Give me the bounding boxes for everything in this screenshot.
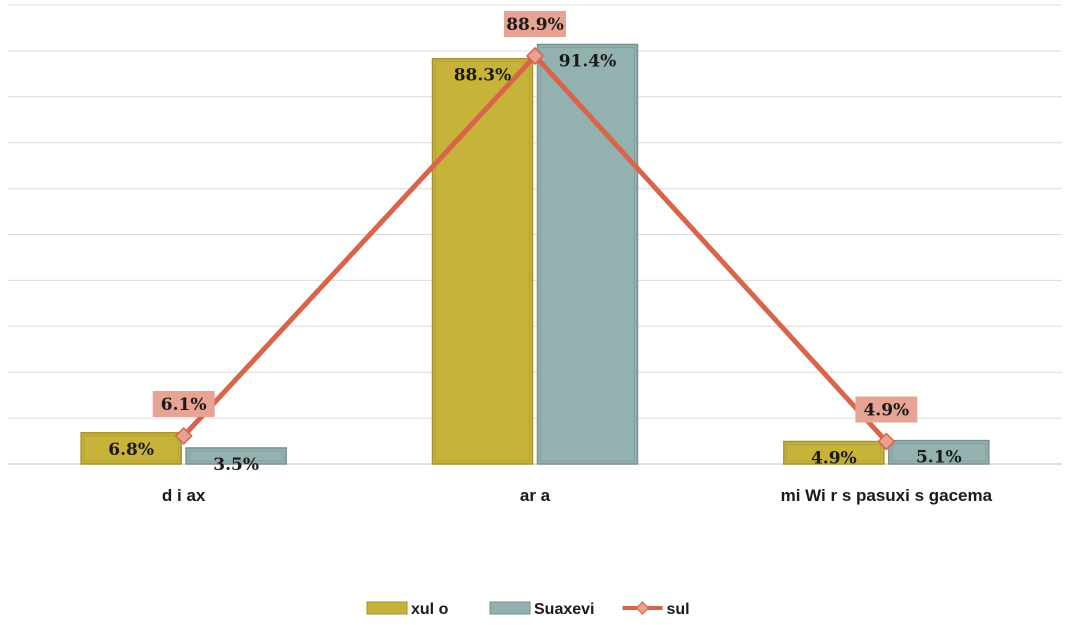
line-series [174, 46, 896, 451]
bar-value-label: 5.1% [916, 448, 962, 468]
bar-value-label: 3.5% [213, 455, 259, 475]
legend-entry-label: xul o [411, 601, 449, 618]
bar-inner-edge [540, 46, 635, 462]
line-marker [174, 426, 193, 446]
bar-value-label: 4.9% [811, 449, 857, 469]
bar-suaxevi-2 [888, 439, 990, 465]
legend-entry-label: sul [667, 601, 690, 618]
line-value-label-box [504, 10, 566, 37]
bar-inner-edge [435, 61, 530, 462]
bar-value-label: 6.8% [108, 440, 154, 460]
bar-suaxevi-1 [536, 43, 639, 465]
bar-inner-edge [786, 444, 882, 462]
x-tick-label: mi Wi r s pasuxi s gacema [781, 486, 993, 505]
bar-value-label: 91.4% [559, 51, 617, 71]
legend-swatch [366, 601, 408, 615]
line-value-label: 4.9% [863, 401, 909, 421]
x-tick-label: ar a [520, 486, 551, 505]
x-axis-ticks: d i ax ar a mi Wi r s pasuxi s gacema [162, 486, 993, 505]
bar-suaxevi-0 [185, 447, 287, 465]
bar-xul-o-0 [80, 432, 182, 465]
gridlines [8, 4, 1062, 465]
legend-marker [635, 601, 650, 615]
legend: xul o Suaxevi sul [366, 601, 690, 618]
data-labels: 6.8% 88.3% 4.9% 3.5% 91.4% 5.1% 6.1% 88.9% 4.9% [108, 10, 962, 475]
line-marker [877, 432, 896, 451]
line-value-label-box [855, 396, 918, 423]
line-value-label: 6.1% [161, 395, 207, 415]
line-value-label-box [152, 391, 215, 418]
bar-inner-edge [83, 435, 179, 462]
bar-inner-edge [188, 450, 284, 462]
x-tick-label: d i ax [162, 486, 206, 505]
line-marker [525, 46, 545, 66]
line-sul [181, 53, 889, 444]
bar-xul-o-2 [783, 440, 885, 465]
bar-value-label: 88.3% [454, 66, 512, 86]
legend-swatch [489, 601, 531, 615]
bar-xul-o-1 [431, 57, 534, 465]
line-value-label: 88.9% [506, 15, 564, 35]
legend-entry-label: Suaxevi [534, 601, 594, 618]
bars [80, 43, 990, 465]
bar-inner-edge [891, 443, 987, 462]
